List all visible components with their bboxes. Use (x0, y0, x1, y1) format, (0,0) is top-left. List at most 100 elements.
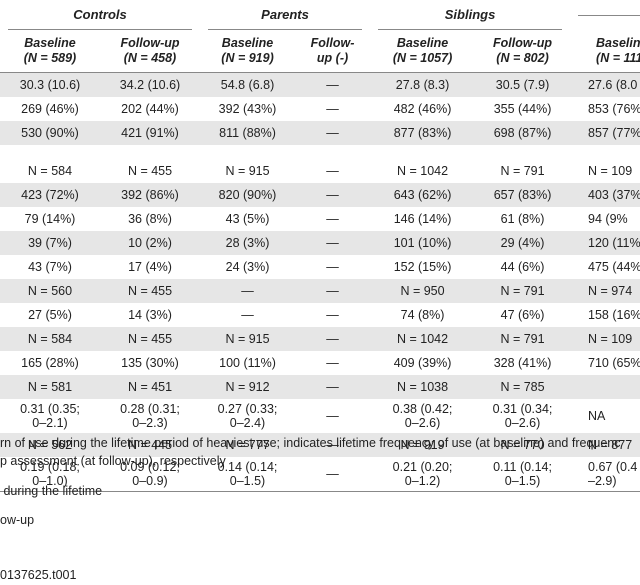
table-cell: N = 451 (100, 375, 201, 399)
table-row: 530 (90%) 421 (91%) 811 (88%) — 877 (83%) 698… (0, 121, 640, 145)
table-cell: N = 562 (0, 433, 100, 457)
table-cell: N = 777 (200, 433, 296, 457)
cell-text: — (326, 356, 339, 370)
cell-text: — (241, 308, 254, 322)
cell-text: 392 (43%) (218, 102, 277, 116)
cell-text: 120 (11% (588, 236, 640, 250)
table-cell: N = 109 (570, 159, 640, 183)
cell-text: 0–2.4) (229, 416, 266, 430)
table-cell (570, 375, 640, 399)
cell-text: N = 584 (27, 164, 73, 178)
cell-text: 74 (8%) (400, 308, 445, 322)
table-cell: 0.27 (0.33; 0–2.4) (200, 399, 295, 433)
table-cell: 202 (44%) (100, 97, 200, 121)
group-rule (578, 14, 640, 16)
table-cell: 409 (39%) (370, 351, 475, 375)
cell-text: 0.27 (0.33; (217, 402, 278, 416)
table-cell: N = 770 (475, 433, 571, 457)
cell-text: 0.19 (0.18; (20, 460, 80, 474)
table-cell: 328 (41%) (475, 351, 570, 375)
table-cell: 101 (10%) (370, 231, 476, 255)
table-cell: 811 (88%) (200, 121, 296, 145)
table-cell: 43 (5%) (200, 207, 295, 231)
cell-text: 94 (9% (588, 212, 628, 226)
cell-text: — (326, 284, 339, 298)
footnote: ow-up (0, 513, 35, 527)
cell-text: — (326, 126, 339, 140)
group-header: Parents (200, 0, 370, 30)
table-cell: 643 (62%) (370, 183, 476, 207)
empty-cell (0, 145, 100, 159)
table-cell: N = 791 (475, 159, 570, 183)
cell-text: 34.2 (10.6) (119, 78, 181, 92)
table-cell: — (295, 351, 370, 375)
table-cell: — (295, 231, 371, 255)
column-header-text: Follow- (310, 36, 355, 50)
footnote: p assessment (at follow-up), respectivel… (0, 454, 226, 468)
table-cell: — (295, 72, 371, 97)
table-cell: N = 455 (100, 279, 201, 303)
table-cell: 27 (5%) (0, 303, 100, 327)
column-header: Baseline (N = 1057) (370, 30, 476, 73)
cell-text: 0.38 (0.42; (392, 402, 453, 416)
cell-text: 47 (6%) (500, 308, 545, 322)
data-table: Controls Parents Siblings Baseline (N = 5… (0, 0, 640, 492)
table-cell: 530 (90%) (0, 121, 100, 145)
table-cell: — (200, 303, 295, 327)
cell-text: 43 (7%) (28, 260, 72, 274)
column-header-text: (N = 1057) (392, 51, 453, 65)
table-cell: — (295, 183, 371, 207)
cell-text: 269 (46%) (21, 102, 79, 116)
cell-text: 17 (4%) (128, 260, 172, 274)
cell-text: N = 791 (500, 164, 545, 178)
cell-text: N = 584 (27, 332, 73, 346)
cell-text: N = 877 (588, 438, 633, 452)
table-cell: 0.31 (0.35; 0–2.1) (0, 399, 100, 433)
cell-text: — (326, 438, 339, 452)
table-doi: 0137625.t001 (0, 568, 77, 582)
cell-text: N = 451 (127, 380, 173, 394)
table-cell: 0.28 (0.31; 0–2.3) (100, 399, 200, 433)
table-cell: — (295, 279, 371, 303)
table-cell: N = 950 (370, 279, 476, 303)
cell-text: 158 (16% (588, 308, 640, 322)
table-cell: N = 109 (570, 327, 640, 351)
cell-text: 0.31 (0.34; (492, 402, 553, 416)
table-cell: N = 584 (0, 159, 100, 183)
cell-text: 27 (5%) (28, 308, 72, 322)
table-cell: — (295, 97, 370, 121)
cell-text: 698 (87%) (493, 126, 552, 140)
table-cell: 269 (46%) (0, 97, 100, 121)
table-row: 27 (5%) 14 (3%) — — 74 (8%) 47 (6%) 158 (16% (0, 303, 640, 327)
table-cell: 0.21 (0.20; 0–1.2) (370, 457, 476, 492)
cell-text: 27.8 (8.3) (395, 78, 450, 92)
table-cell: 423 (72%) (0, 183, 100, 207)
cell-text: — (326, 409, 339, 423)
cell-text: 14 (3%) (128, 308, 172, 322)
table-row: N = 584 N = 455 N = 915 — N = 1042 N = 791 N =… (0, 327, 640, 351)
column-header: Baselin (N = 111 (570, 30, 640, 73)
cell-text: 39 (7%) (28, 236, 72, 250)
cell-text: 54.8 (6.8) (220, 78, 275, 92)
empty-cell (200, 145, 295, 159)
cell-text: — (326, 102, 339, 116)
table-cell: 403 (37% (570, 183, 640, 207)
cell-text: N = 974 (588, 284, 633, 298)
cell-text: N = 785 (500, 380, 545, 394)
table-cell: 355 (44%) (475, 97, 570, 121)
table-cell: N = 791 (475, 279, 571, 303)
table-cell: 710 (65% (570, 351, 640, 375)
column-header-row: Baseline (N = 589) Follow-up (N = 458) Basel… (0, 30, 640, 73)
table-cell: NA (570, 399, 640, 433)
cell-text: 853 (76% (588, 102, 640, 116)
table-cell: 39 (7%) (0, 231, 100, 255)
table-row: 0.31 (0.35; 0–2.1) 0.28 (0.31; 0–2.3) 0.27 (… (0, 399, 640, 433)
cell-text: 0–1.5) (229, 474, 266, 488)
group-label: Parents (208, 1, 363, 30)
table-cell: 27.8 (8.3) (370, 72, 476, 97)
table-cell: 74 (8%) (370, 303, 475, 327)
cell-text: 392 (86%) (121, 188, 179, 202)
table-cell: — (295, 207, 370, 231)
cell-text: — (326, 188, 339, 202)
cell-text: N = 915 (225, 164, 270, 178)
